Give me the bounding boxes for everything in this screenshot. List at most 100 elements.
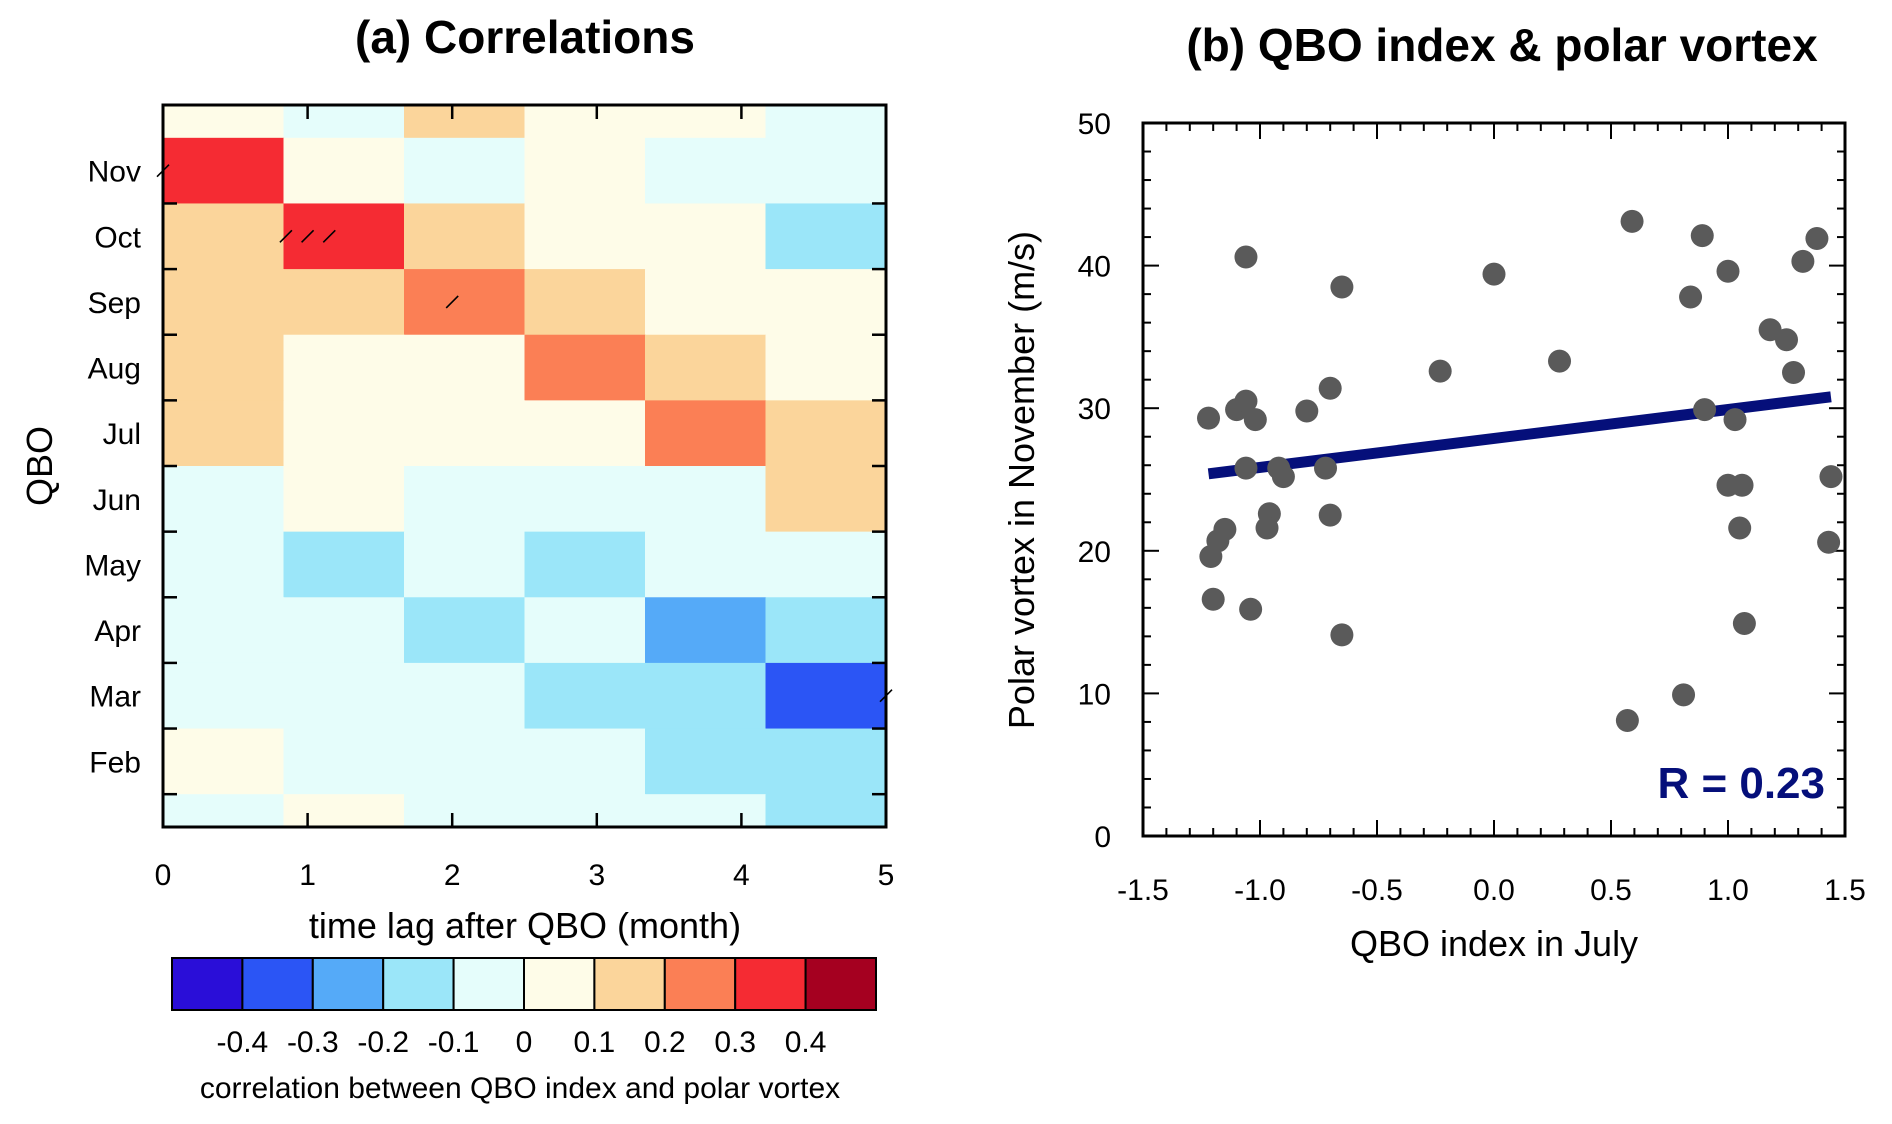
heatmap-cell (404, 794, 526, 828)
scatter-x-tick-labels: -1.5 -1.0 -0.5 0.0 0.5 1.0 1.5 (1117, 874, 1866, 907)
colorbar-swatch (171, 957, 244, 1011)
regression-line (1207, 391, 1832, 480)
colorbar-tick-label: -0.3 (287, 1026, 339, 1059)
scatter-x-tick-label: 0.5 (1590, 874, 1632, 907)
scatter-point (1234, 456, 1258, 480)
scatter-y-tick-label: 40 (1078, 251, 1111, 284)
scatter-point (1428, 359, 1452, 383)
colorbar-swatch (241, 957, 314, 1011)
heatmap-cell (645, 728, 767, 795)
heatmap-x-tick-labels: 0 1 2 3 4 5 (155, 859, 895, 892)
heatmap-y-axis-label: QBO (19, 426, 60, 506)
heatmap-x-tick-label: 5 (878, 859, 895, 892)
heatmap-cell (404, 728, 526, 795)
scatter-x-tick-label: -0.5 (1351, 874, 1403, 907)
heatmap-cell (163, 203, 285, 270)
heatmap-cell (163, 794, 285, 828)
scatter-point (1295, 399, 1319, 423)
heatmap-cell (645, 334, 767, 401)
scatter-panel: (b) QBO index & polar vortex -1.5 -1.0 -0.… (1001, 19, 1866, 964)
heatmap-row-label: Feb (89, 746, 141, 779)
heatmap-row-label: Jun (93, 484, 141, 517)
scatter-point (1199, 545, 1223, 569)
significance-mark (445, 295, 459, 309)
heatmap-cell (765, 662, 887, 730)
scatter-y-tick-label: 0 (1094, 821, 1111, 854)
scatter-y-tick-label: 10 (1078, 678, 1111, 711)
heatmap-cell (163, 466, 285, 533)
scatter-y-tick-label: 30 (1078, 393, 1111, 426)
scatter-x-tick-label: -1.0 (1234, 874, 1286, 907)
heatmap-cell (645, 269, 767, 336)
heatmap-row-label: Aug (88, 353, 141, 386)
heatmap-cell (404, 269, 526, 336)
colorbar-swatch (311, 957, 385, 1011)
heatmap-cell (163, 597, 285, 664)
heatmap-cell (404, 105, 526, 139)
heatmap-cell (163, 400, 285, 467)
scatter-point (1330, 275, 1354, 299)
heatmap-row-label: Apr (94, 615, 141, 648)
heatmap-cell (645, 531, 767, 598)
heatmap-cell (283, 466, 405, 533)
heatmap-cell (645, 137, 767, 205)
scatter-y-tick-label: 20 (1078, 536, 1111, 569)
scatter-point (1723, 408, 1747, 432)
heatmap-cell (163, 137, 285, 205)
heatmap-cell (283, 269, 405, 336)
heatmap-cell (524, 334, 646, 401)
heatmap-cell (163, 269, 285, 336)
scatter-point (1690, 224, 1714, 248)
heatmap-cell (765, 203, 887, 270)
heatmap-cell (765, 466, 887, 533)
heatmap-cell (283, 203, 405, 270)
scatter-x-axis-label: QBO index in July (1350, 923, 1638, 964)
colorbar-tick-label: -0.1 (428, 1026, 480, 1059)
heatmap-cell (524, 466, 646, 533)
scatter-x-tick-label: 1.5 (1824, 874, 1866, 907)
scatter-point (1728, 516, 1752, 540)
scatter-point (1243, 408, 1267, 432)
scatter-point (1732, 612, 1756, 636)
heatmap-cells (163, 105, 887, 828)
colorbar-swatch (804, 957, 877, 1011)
heatmap-x-axis-label: time lag after QBO (month) (309, 905, 741, 946)
scatter-points (1197, 209, 1843, 732)
scatter-y-tick-labels: 0 10 20 30 40 50 (1078, 108, 1111, 854)
scatter-point (1234, 389, 1258, 413)
heatmap-ticks (161, 105, 888, 827)
heatmap-cell (404, 400, 526, 467)
colorbar-tick-label: 0 (516, 1026, 533, 1059)
heatmap-cell (404, 137, 526, 205)
heatmap-cell (283, 794, 405, 828)
scatter-point (1730, 473, 1754, 497)
colorbar-tick-label: 0.3 (714, 1026, 756, 1059)
scatter-title: (b) QBO index & polar vortex (1186, 19, 1818, 71)
colorbar (171, 957, 877, 1011)
heatmap-cell (524, 400, 646, 467)
scatter-point (1318, 376, 1342, 400)
scatter-point (1267, 456, 1291, 480)
heatmap-cell (283, 531, 405, 598)
scatter-x-tick-label: 0.0 (1473, 874, 1515, 907)
scatter-point (1615, 708, 1639, 732)
heatmap-cell (765, 137, 887, 205)
heatmap-cell (765, 531, 887, 598)
heatmap-cell (765, 105, 887, 139)
scatter-point (1201, 587, 1225, 611)
heatmap-cell (524, 105, 646, 139)
significance-mark (322, 229, 336, 243)
colorbar-tick-label: 0.2 (644, 1026, 686, 1059)
heatmap-cell (404, 203, 526, 270)
heatmap-cell (524, 137, 646, 205)
heatmap-cell (404, 597, 526, 664)
colorbar-swatch (663, 957, 737, 1011)
scatter-point (1314, 456, 1338, 480)
colorbar-tick-label: -0.4 (217, 1026, 269, 1059)
heatmap-cell (283, 105, 405, 139)
scatter-point (1716, 259, 1740, 283)
heatmap-x-tick-label: 3 (588, 859, 605, 892)
heatmap-cell (645, 203, 767, 270)
heatmap-x-tick-label: 1 (299, 859, 316, 892)
